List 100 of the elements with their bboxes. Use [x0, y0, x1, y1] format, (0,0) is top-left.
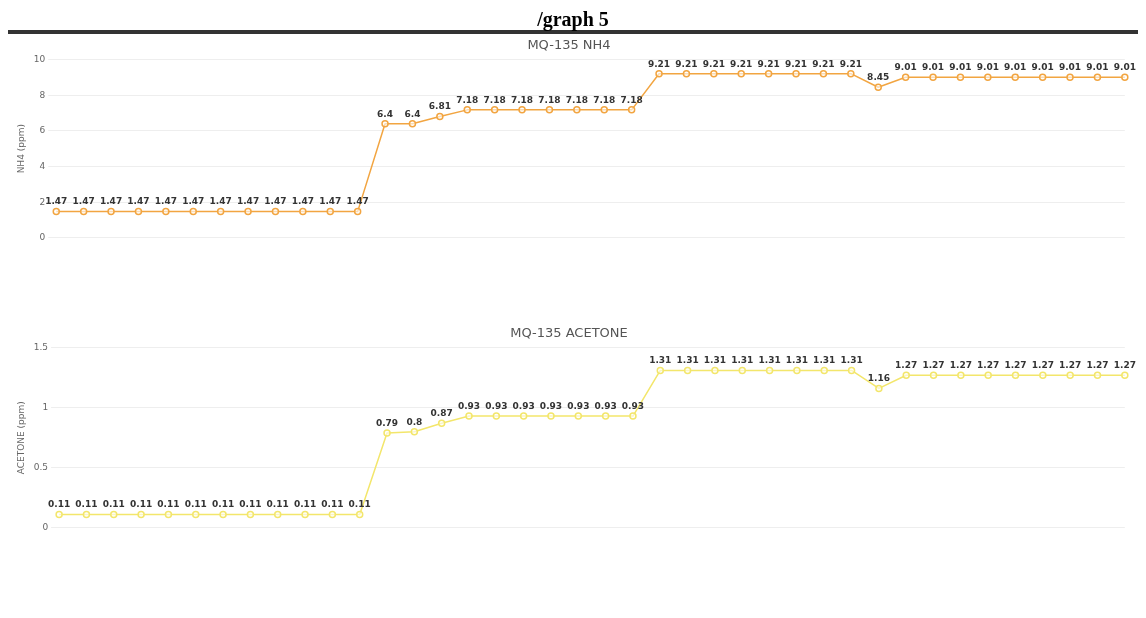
point — [738, 366, 747, 375]
point — [1011, 371, 1020, 379]
point — [82, 510, 91, 519]
y-axis-title: ACETONE (ppm) — [15, 401, 26, 475]
data-label: 0.11 — [211, 499, 235, 510]
point — [984, 73, 992, 81]
data-label: 7.18 — [565, 94, 588, 105]
data-label: 0.11 — [102, 499, 125, 510]
data-label: 9.21 — [757, 58, 780, 69]
data-label: 9.21 — [647, 58, 671, 69]
data-label: 1.16 — [867, 373, 890, 384]
data-label: 1.31 — [731, 355, 754, 366]
point — [1121, 73, 1129, 81]
data-label: 1.27 — [977, 360, 1000, 371]
data-label: 1.27 — [949, 360, 972, 371]
point — [107, 207, 115, 216]
point — [79, 207, 88, 216]
y-tick-label: 2 — [39, 196, 46, 207]
data-label: 9.01 — [1031, 62, 1054, 73]
point — [408, 120, 417, 128]
data-label: 1.31 — [649, 355, 672, 366]
point — [792, 69, 800, 78]
data-label: 9.01 — [921, 62, 945, 73]
data-label: 6.4 — [404, 108, 421, 119]
data-label: 9.01 — [1086, 62, 1109, 73]
y-tick-label: 6 — [39, 125, 46, 136]
data-label: 1.47 — [99, 196, 123, 207]
data-label: 1.31 — [703, 355, 727, 366]
data-label: 7.18 — [456, 94, 479, 105]
data-label: 1.27 — [1113, 360, 1136, 371]
data-label: 1.47 — [319, 196, 342, 207]
data-label: 1.31 — [813, 355, 836, 366]
data-label: 0.11 — [266, 499, 289, 510]
point — [1093, 371, 1102, 379]
point — [710, 69, 718, 78]
point — [656, 366, 665, 375]
point — [875, 384, 883, 393]
data-label: 1.47 — [182, 196, 205, 207]
data-label: 1.27 — [1086, 360, 1109, 371]
point — [246, 510, 255, 519]
point — [162, 207, 170, 216]
data-label: 1.47 — [45, 196, 68, 207]
point — [547, 412, 555, 420]
data-label: 0.87 — [430, 408, 453, 419]
data-label: 9.01 — [1058, 62, 1082, 73]
point — [600, 106, 608, 114]
y-tick-label: 8 — [39, 89, 46, 100]
point — [244, 207, 252, 216]
point — [134, 207, 143, 216]
point — [573, 106, 581, 114]
point — [793, 366, 801, 375]
data-label: 0.93 — [594, 400, 617, 411]
data-label: 0.11 — [48, 499, 71, 510]
point — [984, 371, 992, 379]
data-label: 9.21 — [702, 58, 725, 69]
data-label: 0.93 — [512, 400, 535, 411]
point — [216, 207, 225, 216]
point — [737, 69, 745, 78]
point — [1066, 73, 1074, 81]
data-label: 9.01 — [1004, 62, 1027, 73]
data-label: 0.11 — [321, 499, 344, 510]
point — [711, 366, 719, 375]
data-label: 7.18 — [593, 94, 616, 105]
data-label: 1.47 — [127, 196, 150, 207]
data-label: 0.8 — [406, 416, 423, 427]
data-label: 9.21 — [675, 58, 698, 69]
y-tick-label: 4 — [39, 160, 46, 171]
data-label: 0.11 — [157, 499, 180, 510]
data-label: 1.27 — [922, 360, 945, 371]
data-label: 0.79 — [375, 417, 399, 428]
point — [847, 69, 855, 78]
data-label: 0.93 — [457, 400, 481, 411]
data-label: 9.01 — [949, 62, 972, 73]
point — [574, 412, 583, 420]
data-label: 0.11 — [184, 499, 207, 510]
point — [764, 69, 773, 78]
data-label: 1.47 — [209, 196, 232, 207]
data-label: 6.4 — [377, 108, 394, 119]
point — [655, 69, 663, 78]
data-label: 0.11 — [129, 499, 153, 510]
data-label: 7.18 — [510, 94, 534, 105]
data-label: 1.47 — [72, 196, 95, 207]
data-label: 0.93 — [567, 400, 590, 411]
y-tick-label: 10 — [33, 53, 46, 64]
point — [874, 83, 882, 91]
data-label: 1.47 — [291, 196, 314, 207]
text: /graph 5 — [8, 8, 1138, 34]
point — [1093, 73, 1102, 81]
data-label: 7.18 — [483, 94, 506, 105]
point — [219, 510, 227, 519]
chart-title: MQ-135 ACETONE — [510, 325, 628, 341]
y-tick-label: 0 — [42, 522, 49, 533]
point — [137, 510, 145, 519]
point — [545, 106, 554, 114]
y-axis-title: NH4 (ppm) — [15, 124, 26, 174]
point — [490, 106, 499, 114]
y-tick-label: 0 — [39, 232, 46, 243]
point — [1039, 371, 1047, 379]
point — [682, 69, 691, 78]
data-label: 0.11 — [293, 499, 317, 510]
